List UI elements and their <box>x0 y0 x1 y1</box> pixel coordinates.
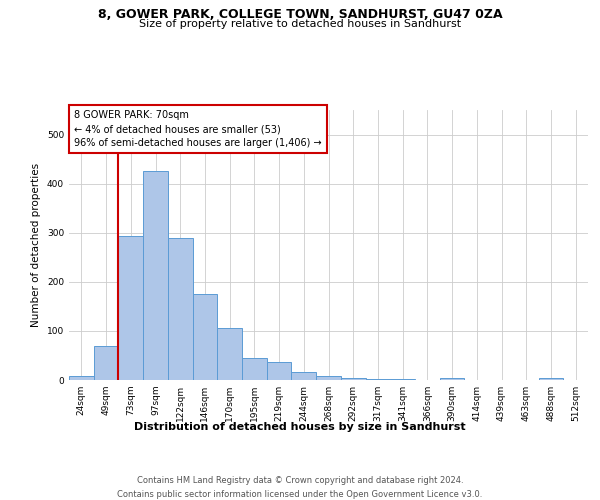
Bar <box>193 294 217 380</box>
Text: Contains public sector information licensed under the Open Government Licence v3: Contains public sector information licen… <box>118 490 482 499</box>
Bar <box>168 238 193 380</box>
Text: Distribution of detached houses by size in Sandhurst: Distribution of detached houses by size … <box>134 422 466 432</box>
Y-axis label: Number of detached properties: Number of detached properties <box>31 163 41 327</box>
Bar <box>390 379 415 380</box>
Bar <box>94 346 118 380</box>
Bar <box>539 378 563 380</box>
Text: 8, GOWER PARK, COLLEGE TOWN, SANDHURST, GU47 0ZA: 8, GOWER PARK, COLLEGE TOWN, SANDHURST, … <box>98 8 502 20</box>
Bar <box>242 358 267 380</box>
Text: 8 GOWER PARK: 70sqm
← 4% of detached houses are smaller (53)
96% of semi-detache: 8 GOWER PARK: 70sqm ← 4% of detached hou… <box>74 110 322 148</box>
Bar <box>440 378 464 380</box>
Bar <box>217 328 242 380</box>
Bar <box>316 376 341 380</box>
Bar <box>69 376 94 380</box>
Bar <box>341 378 365 380</box>
Bar <box>267 362 292 380</box>
Bar <box>365 378 390 380</box>
Bar <box>118 236 143 380</box>
Text: Size of property relative to detached houses in Sandhurst: Size of property relative to detached ho… <box>139 19 461 29</box>
Bar <box>292 372 316 380</box>
Text: Contains HM Land Registry data © Crown copyright and database right 2024.: Contains HM Land Registry data © Crown c… <box>137 476 463 485</box>
Bar <box>143 172 168 380</box>
